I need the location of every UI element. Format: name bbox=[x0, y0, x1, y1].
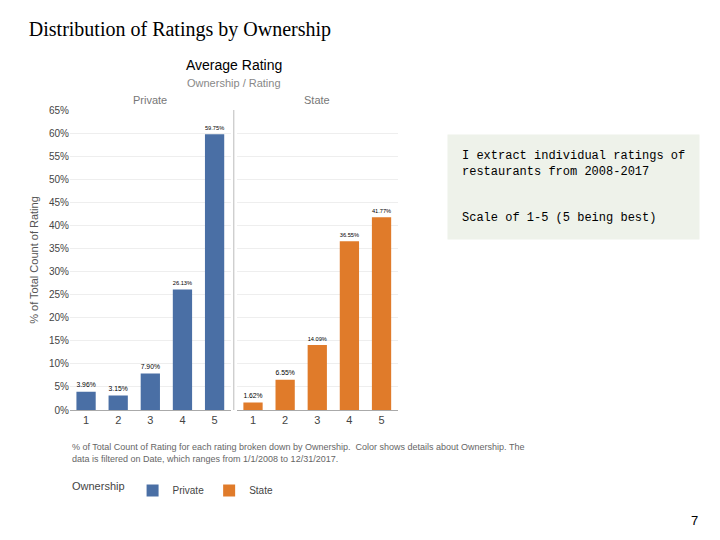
svg-text:2: 2 bbox=[282, 414, 288, 426]
svg-text:4: 4 bbox=[179, 414, 185, 426]
svg-text:7.90%: 7.90% bbox=[141, 363, 160, 370]
svg-text:10%: 10% bbox=[49, 358, 69, 369]
svg-text:6.55%: 6.55% bbox=[276, 369, 295, 376]
svg-text:Ownership / Rating: Ownership / Rating bbox=[187, 77, 281, 89]
svg-text:1: 1 bbox=[83, 414, 89, 426]
svg-text:% of Total Count of Rating: % of Total Count of Rating bbox=[28, 196, 40, 324]
svg-text:3: 3 bbox=[147, 414, 153, 426]
svg-text:Distribution of Ratings by Own: Distribution of Ratings by Ownership bbox=[29, 18, 331, 41]
svg-text:65%: 65% bbox=[49, 105, 69, 116]
svg-text:20%: 20% bbox=[49, 312, 69, 323]
svg-text:40%: 40% bbox=[49, 220, 69, 231]
svg-text:7: 7 bbox=[691, 513, 698, 528]
svg-text:14.09%: 14.09% bbox=[308, 336, 327, 342]
svg-text:Private: Private bbox=[133, 94, 167, 106]
svg-text:3.15%: 3.15% bbox=[109, 385, 128, 392]
svg-text:30%: 30% bbox=[49, 266, 69, 277]
svg-text:15%: 15% bbox=[49, 335, 69, 346]
svg-text:Private: Private bbox=[173, 485, 205, 496]
svg-text:State: State bbox=[304, 94, 330, 106]
svg-text:50%: 50% bbox=[49, 174, 69, 185]
svg-text:35%: 35% bbox=[49, 243, 69, 254]
svg-text:2: 2 bbox=[115, 414, 121, 426]
svg-text:State: State bbox=[249, 485, 273, 496]
svg-text:I extract individual ratings o: I extract individual ratings ofrestauran… bbox=[462, 149, 685, 225]
svg-text:0%: 0% bbox=[55, 405, 70, 416]
svg-text:3: 3 bbox=[314, 414, 320, 426]
svg-text:Average Rating: Average Rating bbox=[186, 57, 282, 73]
svg-text:% of Total Count of Rating for: % of Total Count of Rating for each rati… bbox=[72, 442, 524, 464]
svg-text:1.62%: 1.62% bbox=[243, 392, 262, 399]
svg-text:25%: 25% bbox=[49, 289, 69, 300]
svg-text:3.96%: 3.96% bbox=[76, 381, 95, 388]
svg-text:5%: 5% bbox=[55, 381, 70, 392]
svg-text:59.75%: 59.75% bbox=[205, 125, 224, 131]
svg-text:36.55%: 36.55% bbox=[340, 232, 359, 238]
svg-text:45%: 45% bbox=[49, 197, 69, 208]
svg-text:41.77%: 41.77% bbox=[372, 208, 391, 214]
svg-text:55%: 55% bbox=[49, 151, 69, 162]
svg-text:5: 5 bbox=[378, 414, 384, 426]
svg-text:26.13%: 26.13% bbox=[173, 280, 192, 286]
svg-text:Ownership: Ownership bbox=[72, 480, 125, 492]
svg-text:1: 1 bbox=[250, 414, 256, 426]
svg-text:60%: 60% bbox=[49, 128, 69, 139]
svg-text:5: 5 bbox=[212, 414, 218, 426]
svg-text:4: 4 bbox=[346, 414, 352, 426]
